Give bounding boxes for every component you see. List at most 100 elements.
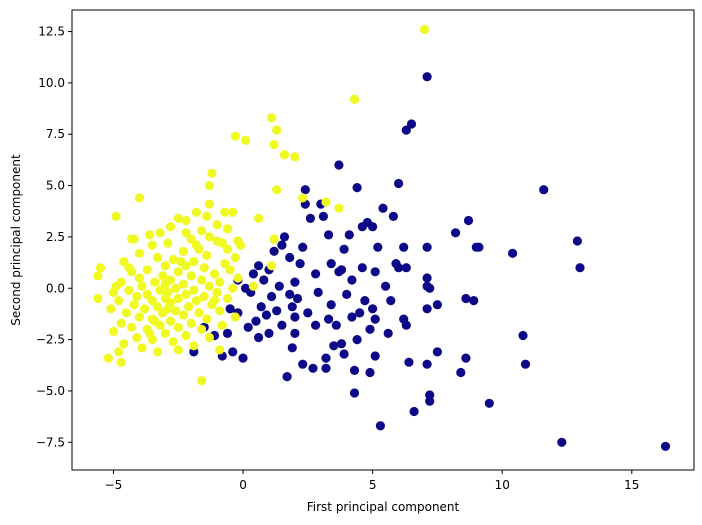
scatter-point-class-0 [305, 213, 315, 223]
scatter-point-class-0 [461, 353, 471, 363]
scatter-point-class-1 [160, 279, 170, 289]
scatter-point-class-0 [507, 248, 518, 258]
scatter-point-class-1 [202, 250, 212, 260]
scatter-point-class-0 [228, 347, 238, 357]
scatter-point-class-0 [287, 343, 297, 353]
scatter-point-class-1 [152, 347, 163, 357]
scatter-point-class-0 [388, 211, 398, 221]
scatter-point-class-0 [225, 304, 235, 314]
scatter-point-class-1 [168, 254, 178, 265]
scatter-point-class-1 [419, 24, 430, 35]
scatter-point-class-0 [378, 203, 388, 213]
scatter-point-class-1 [217, 320, 227, 330]
scatter-point-class-1 [267, 113, 277, 123]
scatter-point-class-0 [324, 314, 334, 324]
scatter-point-class-0 [406, 119, 417, 129]
scatter-point-class-0 [471, 242, 481, 252]
scatter-point-class-1 [171, 283, 181, 293]
scatter-point-class-0 [422, 273, 432, 283]
scatter-point-class-0 [401, 263, 411, 273]
scatter-point-class-0 [347, 275, 357, 285]
y-axis-label: Second principal component [9, 154, 23, 326]
scatter-point-class-0 [261, 310, 271, 320]
scatter-point-class-0 [334, 160, 344, 170]
x-tick-label: 5 [369, 478, 377, 492]
scatter-point-class-0 [344, 230, 354, 240]
scatter-point-class-0 [539, 185, 549, 195]
scatter-point-class-1 [147, 296, 157, 306]
scatter-point-class-1 [181, 330, 191, 341]
scatter-point-class-0 [373, 242, 383, 252]
plot-frame [71, 9, 695, 471]
scatter-point-class-1 [220, 207, 230, 217]
scatter-point-class-0 [334, 267, 344, 277]
scatter-point-class-0 [484, 398, 494, 408]
scatter-point-class-1 [209, 296, 220, 306]
scatter-point-class-1 [134, 248, 144, 258]
scatter-point-class-0 [660, 441, 671, 451]
scatter-point-class-0 [469, 296, 479, 306]
y-tick-label: 12.5 [38, 25, 65, 39]
scatter-point-class-1 [191, 207, 201, 217]
scatter-point-class-1 [207, 168, 217, 178]
scatter-point-class-1 [269, 234, 279, 244]
scatter-point-class-0 [425, 390, 435, 400]
scatter-point-class-1 [121, 308, 131, 318]
scatter-point-class-1 [150, 277, 160, 287]
scatter-point-class-1 [103, 353, 113, 363]
scatter-point-class-0 [267, 291, 277, 302]
scatter-point-class-1 [191, 296, 201, 306]
scatter-point-class-1 [137, 281, 147, 291]
scatter-point-class-1 [189, 285, 199, 295]
scatter-point-class-0 [365, 367, 375, 378]
scatter-point-class-1 [267, 261, 277, 271]
scatter-point-class-0 [349, 388, 360, 398]
scatter-point-class-1 [152, 302, 163, 312]
scatter-point-class-1 [95, 263, 106, 273]
scatter-point-class-0 [272, 306, 282, 316]
scatter-point-class-0 [370, 351, 380, 361]
scatter-point-class-0 [391, 259, 401, 269]
scatter-point-class-1 [199, 291, 209, 302]
scatter-point-class-0 [287, 302, 297, 312]
scatter-point-class-0 [370, 314, 380, 324]
scatter-point-class-0 [303, 308, 313, 318]
scatter-point-class-1 [147, 240, 157, 250]
scatter-point-class-1 [197, 275, 207, 285]
scatter-point-class-1 [132, 332, 142, 343]
scatter-point-class-1 [290, 152, 300, 162]
y-tick-label: 10.0 [38, 76, 65, 90]
x-tick-label: 15 [624, 478, 639, 492]
scatter-point-class-0 [285, 252, 295, 263]
scatter-point-class-0 [243, 322, 253, 332]
scatter-point-class-1 [155, 228, 165, 238]
scatter-point-class-0 [277, 320, 287, 330]
scatter-point-class-0 [318, 211, 328, 221]
scatter-point-class-0 [298, 242, 308, 252]
scatter-point-class-0 [394, 178, 404, 189]
scatter-point-class-1 [222, 293, 233, 304]
scatter-point-class-1 [186, 318, 196, 328]
scatter-point-class-1 [160, 261, 170, 271]
scatter-point-class-1 [230, 131, 240, 141]
scatter-point-class-0 [264, 328, 274, 338]
scatter-point-class-1 [197, 324, 207, 334]
scatter-point-class-1 [165, 316, 176, 326]
scatter-point-class-0 [342, 289, 352, 299]
scatter-point-class-0 [279, 232, 290, 242]
plot-area [72, 10, 694, 470]
scatter-point-class-1 [204, 181, 214, 191]
scatter-point-class-1 [106, 304, 116, 314]
scatter-point-class-0 [572, 236, 583, 246]
scatter-point-class-0 [298, 359, 308, 369]
scatter-point-class-1 [93, 293, 103, 304]
scatter-point-class-1 [152, 252, 163, 263]
scatter-point-class-1 [116, 318, 126, 328]
scatter-point-class-0 [222, 328, 233, 338]
scatter-point-class-0 [285, 289, 295, 299]
scatter-point-class-0 [292, 293, 303, 304]
scatter-point-class-1 [212, 236, 222, 246]
scatter-point-class-1 [230, 312, 240, 322]
scatter-point-class-1 [178, 310, 188, 320]
scatter-point-class-1 [178, 246, 188, 256]
